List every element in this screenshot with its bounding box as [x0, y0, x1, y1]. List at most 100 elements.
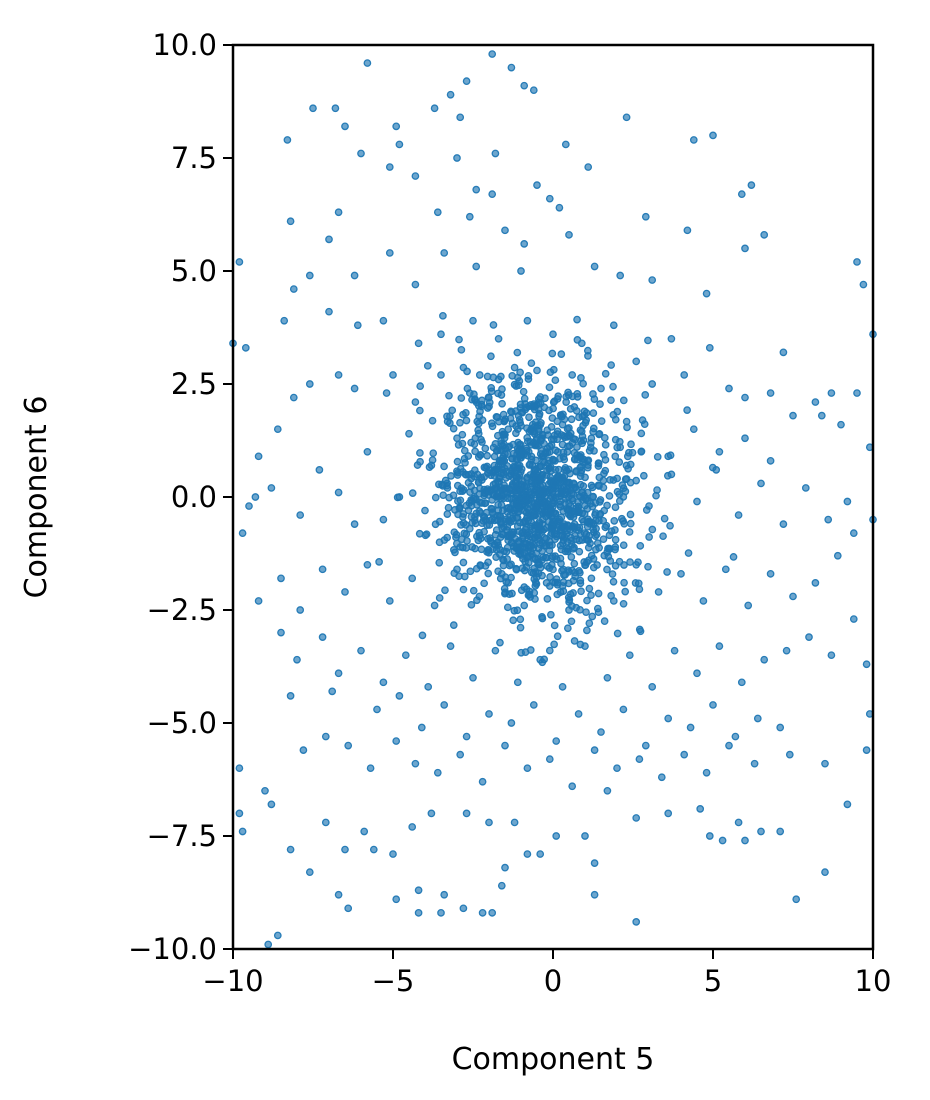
data-point [459, 585, 468, 594]
data-point [457, 535, 466, 544]
data-point [331, 104, 340, 113]
data-point [519, 387, 528, 396]
data-point [534, 569, 543, 578]
data-point [424, 682, 433, 691]
data-point [670, 646, 679, 655]
data-point [622, 113, 631, 122]
data-point [624, 464, 632, 473]
data-point [513, 678, 522, 687]
data-point [254, 452, 263, 461]
data-point [389, 371, 397, 379]
data-point [590, 890, 599, 899]
data-point [556, 411, 565, 419]
data-point [428, 416, 437, 425]
data-point [686, 723, 695, 732]
data-point [537, 435, 545, 444]
data-point [472, 262, 481, 271]
data-point [545, 564, 554, 572]
y-tick-label: −2.5 [147, 593, 217, 627]
data-point [440, 701, 449, 709]
data-point [487, 387, 496, 396]
data-point [389, 850, 397, 858]
data-point [611, 526, 619, 534]
data-point [293, 655, 301, 664]
y-tick-label: −10.0 [128, 932, 217, 966]
data-point [550, 479, 559, 488]
data-point [827, 651, 836, 660]
data-point [421, 506, 429, 515]
data-point [594, 589, 603, 598]
data-point [666, 451, 675, 460]
data-point [709, 131, 717, 140]
y-axis: −10.0 −7.5 −5.0 −2.5 0.0 2.5 5.0 7.5 10.0 [128, 28, 233, 966]
data-point [542, 553, 551, 562]
data-point [464, 478, 473, 487]
data-point [833, 551, 842, 560]
data-point [235, 809, 244, 818]
x-axis-label: Component 5 [452, 1042, 655, 1077]
data-point [585, 446, 594, 455]
data-point [609, 410, 618, 419]
data-point [433, 768, 442, 777]
data-point [618, 481, 627, 489]
data-point [565, 230, 573, 239]
data-point [530, 503, 539, 512]
data-point [488, 496, 496, 504]
data-point [632, 814, 641, 822]
data-point [609, 382, 617, 391]
data-point [485, 486, 494, 495]
data-point [538, 658, 547, 667]
data-point [585, 619, 594, 628]
data-point [273, 425, 282, 434]
data-point [520, 81, 529, 90]
data-point [552, 532, 561, 541]
data-point [411, 172, 420, 180]
data-point [526, 460, 534, 468]
data-point [817, 411, 826, 420]
data-point [510, 363, 519, 372]
data-point [431, 493, 440, 502]
data-point [238, 529, 247, 538]
data-point [470, 486, 479, 495]
data-point [572, 603, 581, 612]
data-point [467, 600, 476, 609]
data-point [449, 424, 458, 433]
x-tick-label: −10 [202, 964, 263, 998]
data-point [594, 459, 603, 468]
data-point [548, 523, 556, 532]
data-point [481, 444, 490, 453]
data-point [416, 382, 425, 391]
data-point [644, 562, 652, 571]
data-point [782, 646, 791, 655]
data-point [427, 809, 436, 818]
data-point [289, 393, 298, 402]
data-point [566, 405, 575, 413]
data-point [423, 361, 432, 370]
data-point [632, 357, 641, 366]
data-points-layer [229, 50, 877, 949]
data-point [499, 468, 508, 477]
data-point [547, 610, 555, 619]
data-point [548, 493, 556, 501]
data-point [561, 522, 569, 530]
data-point [556, 500, 564, 509]
data-point [334, 371, 343, 379]
data-point [408, 823, 417, 831]
data-point [414, 339, 423, 348]
data-point [497, 372, 505, 381]
data-point [350, 271, 359, 280]
data-point [576, 453, 585, 462]
data-point [450, 569, 459, 578]
data-point [576, 426, 585, 435]
data-point [461, 521, 470, 529]
data-point [680, 750, 689, 759]
y-tick-label: 2.5 [171, 367, 217, 401]
data-point [433, 208, 442, 217]
data-point [631, 579, 640, 587]
data-point [462, 732, 471, 741]
data-point [328, 687, 337, 696]
data-point [507, 63, 516, 72]
data-point [576, 640, 585, 649]
data-point [558, 682, 567, 691]
data-point [608, 570, 617, 578]
